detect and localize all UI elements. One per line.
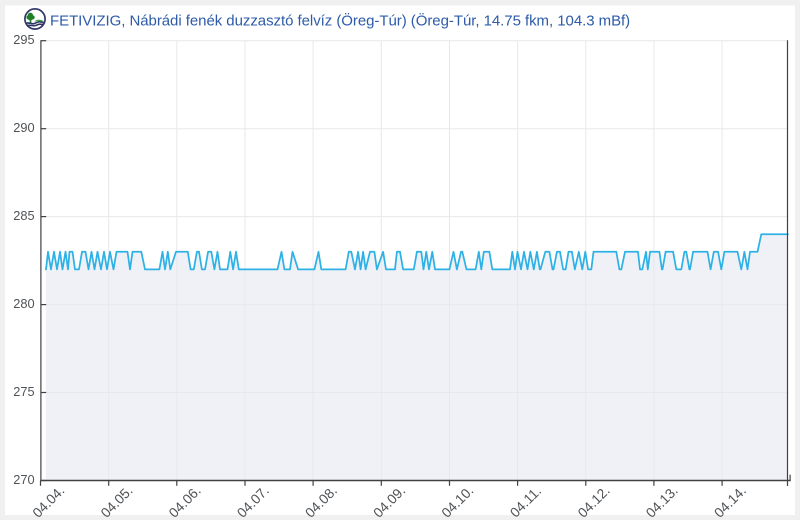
svg-text:FETIVIZIG, Nábrádi fenék duzza: FETIVIZIG, Nábrádi fenék duzzasztó felví… [50, 11, 630, 29]
svg-text:275: 275 [13, 384, 34, 399]
svg-text:285: 285 [13, 208, 34, 223]
svg-text:270: 270 [13, 472, 34, 487]
svg-text:295: 295 [13, 32, 34, 47]
svg-text:290: 290 [13, 120, 34, 135]
svg-text:280: 280 [13, 296, 34, 311]
